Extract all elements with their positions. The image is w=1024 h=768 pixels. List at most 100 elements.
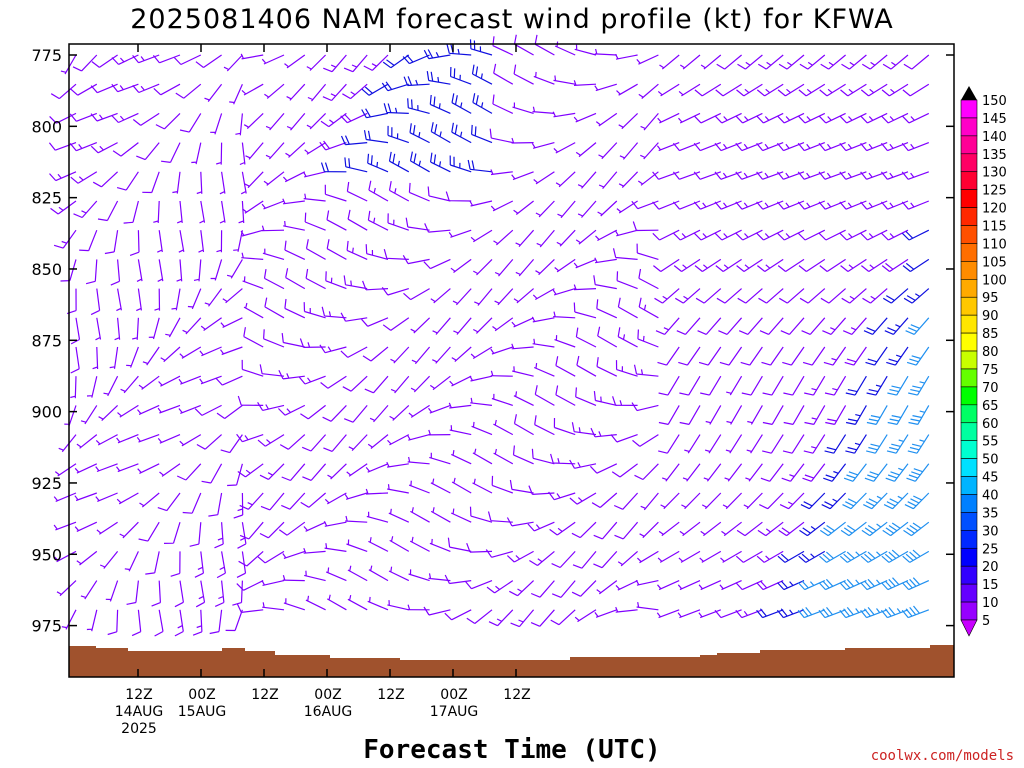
wind-barb xyxy=(842,492,867,510)
wind-barb xyxy=(819,550,846,563)
wind-barb xyxy=(634,463,659,481)
wind-barb xyxy=(322,83,347,102)
wind-barb xyxy=(138,375,160,390)
wind-barb xyxy=(220,434,243,454)
wind-barb xyxy=(157,259,164,282)
wind-barb xyxy=(797,142,826,152)
wind-barb xyxy=(196,434,222,450)
wind-barb xyxy=(450,66,472,85)
colorbar-segment xyxy=(960,117,978,137)
wind-barb xyxy=(99,551,119,569)
wind-barb xyxy=(305,268,326,290)
wind-barb xyxy=(658,375,680,396)
wind-barb xyxy=(444,609,472,621)
wind-barb xyxy=(111,83,139,93)
wind-barb xyxy=(58,434,77,453)
wind-barb xyxy=(472,478,493,494)
wind-barb xyxy=(131,609,142,637)
wind-barb xyxy=(631,402,659,412)
wind-barb xyxy=(473,258,493,276)
wind-barb xyxy=(153,200,160,224)
wind-barb xyxy=(640,113,659,131)
wind-barb xyxy=(818,171,846,180)
wind-barb xyxy=(735,229,763,241)
wind-barb xyxy=(155,112,181,130)
wind-barb xyxy=(264,83,285,99)
wind-barb xyxy=(259,364,285,377)
wind-barb xyxy=(367,434,389,449)
wind-barb xyxy=(153,83,181,96)
wind-barb xyxy=(881,577,909,591)
wind-barb xyxy=(861,258,888,273)
wind-barb xyxy=(423,258,451,270)
wind-barb xyxy=(714,200,742,210)
wind-barb xyxy=(154,609,164,637)
wind-barb xyxy=(193,259,202,282)
wind-barb xyxy=(819,83,846,97)
wind-barb xyxy=(239,521,264,540)
wind-barb xyxy=(240,171,247,195)
wind-barb xyxy=(388,151,410,173)
wind-barb xyxy=(515,259,535,277)
colorbar-label: 80 xyxy=(982,345,999,360)
wind-barb xyxy=(472,93,493,114)
wind-barb xyxy=(240,53,264,60)
wind-barb xyxy=(204,288,223,307)
wind-barb xyxy=(661,463,680,482)
wind-barb xyxy=(735,112,763,124)
wind-barb xyxy=(555,356,576,377)
wind-barb xyxy=(677,580,701,591)
wind-barb xyxy=(738,317,763,335)
wind-barb xyxy=(904,492,930,510)
wind-barb xyxy=(802,346,826,366)
colorbar-label: 70 xyxy=(982,381,999,396)
wind-barb xyxy=(509,479,534,494)
wind-barb xyxy=(655,317,680,335)
wind-barb xyxy=(783,375,805,396)
wind-barb xyxy=(656,609,680,619)
wind-barb xyxy=(282,575,305,582)
colorbar-segment xyxy=(960,601,978,621)
colorbar-segment xyxy=(960,332,978,352)
wind-barb xyxy=(116,288,122,312)
wind-barb xyxy=(179,346,202,359)
wind-barb xyxy=(534,385,555,406)
wind-barb xyxy=(597,326,618,348)
wind-barb xyxy=(530,580,555,598)
ground-terrain xyxy=(69,645,954,677)
wind-barb xyxy=(886,434,909,454)
wind-barb xyxy=(726,405,743,425)
wind-barb xyxy=(615,360,638,377)
wind-barb xyxy=(242,200,264,214)
wind-barb xyxy=(633,364,659,377)
wind-barb xyxy=(860,83,888,97)
colorbar-segment xyxy=(960,547,978,567)
wind-barb xyxy=(638,268,659,290)
wind-barb xyxy=(674,288,701,304)
colorbar-label: 20 xyxy=(982,560,999,575)
wind-barb xyxy=(590,427,617,438)
wind-barb xyxy=(264,297,285,319)
wind-barb xyxy=(591,492,618,509)
wind-barb xyxy=(48,142,77,151)
wind-barb xyxy=(324,543,347,552)
wind-barb xyxy=(325,567,347,582)
wind-barb xyxy=(136,259,143,282)
credit-link[interactable]: coolwx.com/models xyxy=(871,748,1014,764)
wind-barb xyxy=(715,258,742,273)
wind-barb xyxy=(714,171,742,180)
wind-barb xyxy=(776,608,805,619)
wind-barb xyxy=(801,317,826,335)
wind-barb xyxy=(573,258,597,269)
wind-barb xyxy=(70,83,98,96)
wind-barb xyxy=(492,94,514,114)
wind-barb xyxy=(145,551,160,575)
wind-barb xyxy=(716,288,742,304)
wind-barb xyxy=(513,288,534,304)
wind-barb xyxy=(804,375,826,396)
wind-barb xyxy=(363,54,389,71)
wind-barb xyxy=(693,142,722,152)
wind-barb xyxy=(470,397,493,406)
wind-barb xyxy=(346,240,368,260)
